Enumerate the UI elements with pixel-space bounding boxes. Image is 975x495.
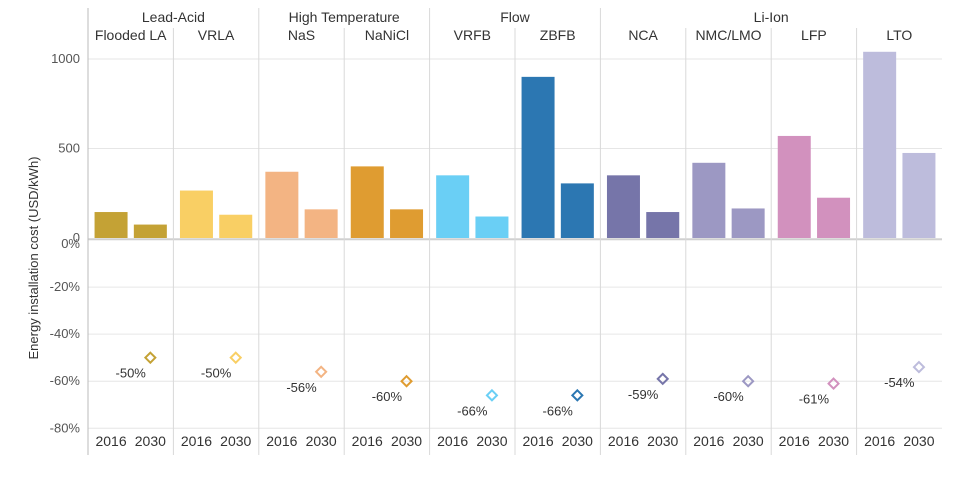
top-y-tick-label: 500 [58,140,80,155]
bar-nmc-lmo-2016 [692,162,726,238]
bottom-y-tick-label: -40% [50,326,81,341]
year-label: 2016 [779,433,810,449]
bar-nanicl-2030 [390,209,424,238]
year-label: 2016 [181,433,212,449]
year-label: 2030 [903,433,934,449]
technology-label: NCA [628,27,658,43]
year-label: 2016 [266,433,297,449]
bottom-y-tick-label: -20% [50,279,81,294]
year-label: 2030 [818,433,849,449]
group-label: Flow [500,9,530,25]
bar-zbfb-2016 [521,76,555,238]
year-label: 2030 [135,433,166,449]
bar-vrfb-2030 [475,216,509,238]
year-label: 2030 [476,433,507,449]
bars-layer [94,51,936,238]
year-label: 2030 [306,433,337,449]
column-separators [172,8,858,455]
year-label: 2016 [522,433,553,449]
year-label: 2030 [647,433,678,449]
bar-flooded-la-2030 [133,224,167,238]
reduction-label: -50% [201,366,232,381]
bar-lto-2030 [902,152,936,238]
year-label: 2030 [562,433,593,449]
reduction-label: -61% [799,392,830,407]
technology-label: NMC/LMO [695,27,761,43]
reduction-label: -56% [286,380,317,395]
technology-label: LFP [801,27,827,43]
reduction-marker [400,374,413,388]
reduction-label: -66% [457,403,488,418]
year-label: 2016 [437,433,468,449]
bar-nmc-lmo-2030 [731,208,765,238]
reduction-marker [570,388,584,402]
bottom-y-tick-label: -80% [50,420,81,435]
y-axis-label: Energy installation cost (USD/kWh) [26,156,41,359]
technology-label: VRLA [198,27,235,43]
top-y-tick-label: 1000 [51,51,80,66]
year-label: 2016 [608,433,639,449]
group-label: High Temperature [289,9,400,25]
reduction-marker [229,351,243,365]
reduction-label: -60% [372,389,403,404]
year-label: 2016 [352,433,383,449]
reduction-markers-layer [143,351,926,402]
technology-label: ZBFB [540,27,576,43]
group-label: Li-Ion [754,9,789,25]
reduction-marker [741,374,755,388]
reduction-marker [314,365,328,379]
bar-nas-2016 [265,171,299,238]
labels-layer: 0 500 1000 0% -20% -40% -60% -80% Lead-Acid High … [50,9,935,449]
reduction-marker [143,351,157,365]
bar-zbfb-2030 [560,183,594,238]
year-label: 2030 [220,433,251,449]
technology-label: NaS [288,27,315,43]
technology-label: VRFB [454,27,491,43]
bar-lfp-2016 [777,135,811,238]
year-label: 2016 [864,433,895,449]
reduction-label: -54% [884,375,915,390]
bar-nas-2030 [304,209,338,238]
technology-label: NaNiCl [365,27,409,43]
bar-vrfb-2016 [436,175,470,238]
bar-vrla-2030 [219,214,253,238]
bar-nca-2016 [606,175,640,238]
reduction-label: -59% [628,387,659,402]
reduction-marker [912,360,926,374]
technology-label: Flooded LA [95,27,167,43]
technology-label: LTO [886,27,912,43]
bottom-y-tick-label: 0% [61,236,80,251]
bar-nca-2030 [646,212,680,238]
year-label: 2030 [733,433,764,449]
bar-lfp-2030 [817,197,851,238]
reduction-marker [656,372,670,386]
bar-flooded-la-2016 [94,212,128,238]
year-label: 2016 [95,433,126,449]
reduction-label: -50% [116,366,147,381]
year-label: 2030 [391,433,422,449]
reduction-marker [827,377,840,390]
bar-lto-2016 [863,51,897,238]
top-y-tick-label: 0 [73,230,80,245]
group-label: Lead-Acid [142,9,205,25]
reduction-label: -60% [713,389,744,404]
reduction-marker [485,388,499,402]
bar-vrla-2016 [179,190,213,238]
bottom-y-tick-label: -60% [50,373,81,388]
bar-nanicl-2016 [350,166,384,238]
reduction-label: -66% [543,403,574,418]
year-label: 2016 [693,433,724,449]
